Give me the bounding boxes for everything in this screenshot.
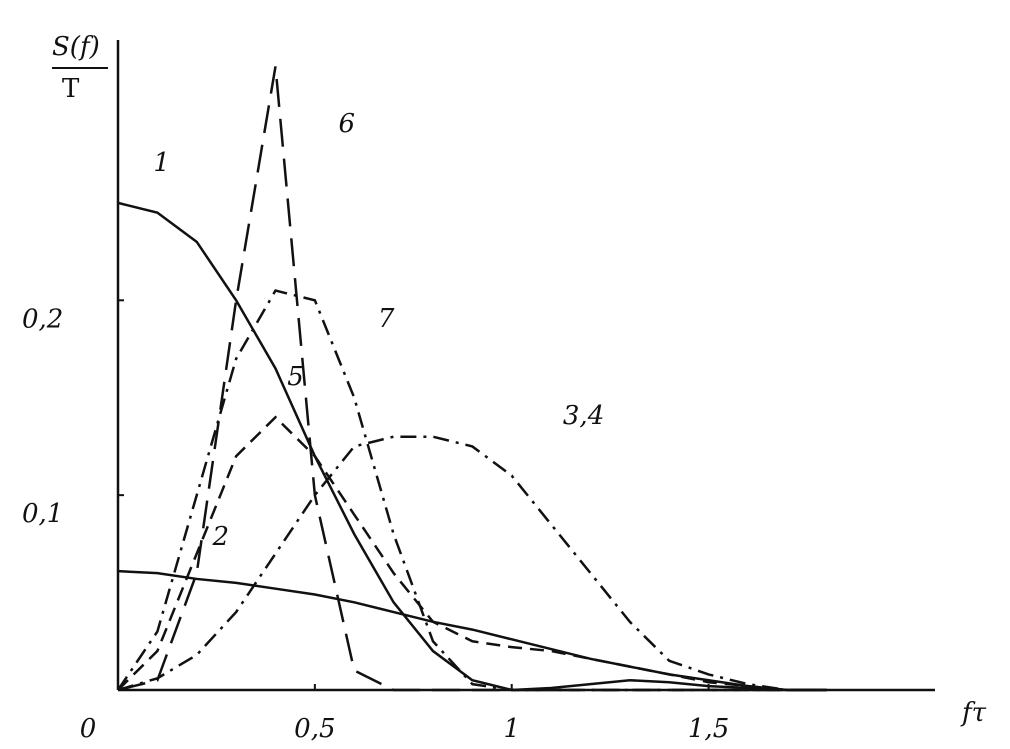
x-label: fτ	[960, 698, 987, 728]
series-label: 2	[211, 522, 229, 552]
series-label: 7	[378, 304, 395, 334]
series-line	[116, 289, 827, 692]
x-tick-label: 0	[80, 714, 97, 744]
series-line	[117, 569, 827, 692]
series-label: 5	[287, 362, 304, 392]
y-tick-label: 0,1	[22, 499, 63, 529]
y-label-numerator: S(f)	[52, 32, 100, 62]
series-line	[117, 201, 827, 692]
series-line	[117, 435, 827, 692]
series-label: 1	[153, 148, 170, 178]
y-label-denominator: T	[62, 74, 80, 104]
x-tick-label: 0,5	[294, 714, 335, 744]
series-line	[117, 66, 827, 692]
x-tick-label: 1,5	[688, 714, 729, 744]
series-line	[117, 415, 827, 692]
series-label: 3,4	[563, 401, 604, 431]
x-tick-label: 1	[503, 714, 520, 744]
series-label: 6	[338, 109, 355, 139]
y-tick-label: 0,2	[22, 304, 63, 334]
